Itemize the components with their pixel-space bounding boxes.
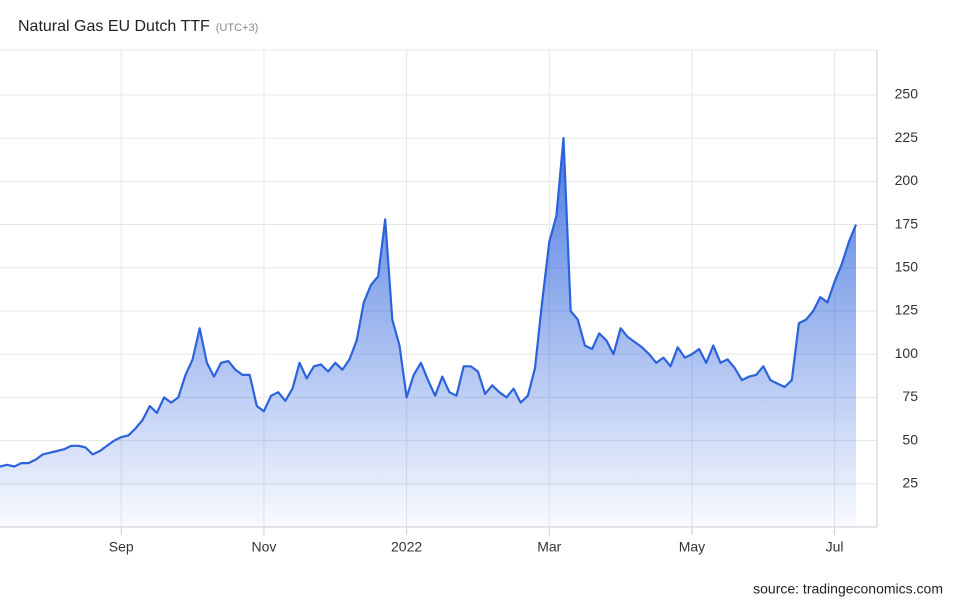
chart-title: Natural Gas EU Dutch TTF (18, 18, 210, 35)
chart-subtitle: (UTC+3) (216, 22, 258, 34)
y-tick-label: 150 (895, 258, 919, 274)
line (0, 137, 858, 468)
source: source: tradingeconomics.com (753, 581, 943, 597)
y-tick-label: 175 (895, 215, 919, 231)
x-tick-label: 2022 (391, 539, 422, 555)
y-tick-label: 225 (895, 129, 919, 145)
y-tick-label: 75 (902, 388, 918, 404)
y-tick-label: 50 (902, 431, 918, 447)
x-tick-label: Nov (251, 539, 276, 555)
x-tick-label: May (679, 539, 705, 555)
y-tick-label: 125 (895, 302, 919, 318)
x-tick-label: Sep (109, 539, 134, 555)
x-tick-label: Mar (537, 539, 561, 555)
area-fill (0, 138, 856, 527)
x-tick-label: Jul (826, 539, 844, 555)
y-tick-label: 25 (902, 474, 918, 490)
y-tick-label: 250 (895, 86, 919, 102)
y-tick-label: 200 (895, 172, 919, 188)
y-tick-label: 100 (895, 345, 919, 361)
